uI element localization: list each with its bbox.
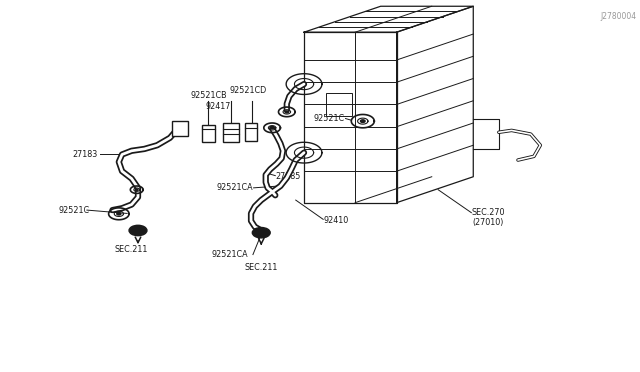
Bar [326,93,352,116]
Text: SEC.211: SEC.211 [115,245,148,254]
Text: 27185: 27185 [275,172,301,181]
Text: 92521C: 92521C [313,114,344,123]
Circle shape [285,111,289,113]
Circle shape [129,225,147,235]
Text: 92521CD: 92521CD [229,86,267,95]
Bar [223,123,239,141]
Bar [172,121,188,136]
Text: 92410: 92410 [323,216,348,225]
Text: 92521CB: 92521CB [190,91,227,100]
Bar [245,123,257,141]
Text: SEC.270: SEC.270 [472,208,506,217]
Text: SEC.211: SEC.211 [244,263,278,272]
Circle shape [116,213,121,215]
Text: 92521C: 92521C [58,206,90,215]
Text: (27010): (27010) [472,218,504,227]
Circle shape [136,189,138,190]
Circle shape [360,120,365,122]
Text: 27183: 27183 [72,150,98,159]
Circle shape [252,228,270,238]
Bar [202,125,214,141]
Text: 92521CA: 92521CA [211,250,248,259]
Text: J2780004: J2780004 [600,12,636,21]
Text: 92417: 92417 [205,102,230,111]
Text: 92521CA: 92521CA [216,183,253,192]
Circle shape [271,127,274,129]
